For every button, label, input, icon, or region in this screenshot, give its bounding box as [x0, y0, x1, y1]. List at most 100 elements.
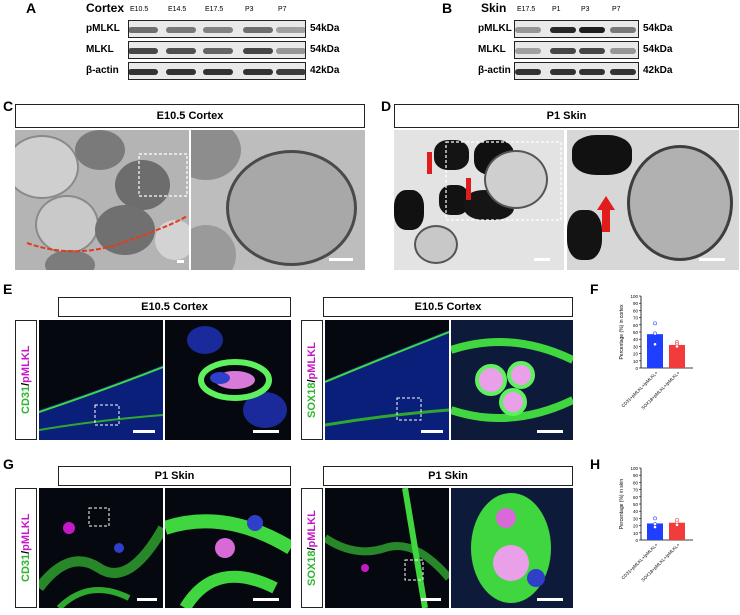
stain-label-g-right: SOX18/pMLKL — [301, 488, 323, 608]
blot-band — [276, 27, 305, 33]
blot-band — [579, 48, 605, 54]
bar-chart-h: 0 10 20 30 40 50 60 70 80 90 100 Percentage (%) in … — [619, 466, 693, 583]
blot-band — [610, 69, 636, 75]
panel-e-right-title: E10.5 Cortex — [323, 297, 573, 317]
blot-kda-label: 42kDa — [310, 65, 340, 76]
lane-label: E17.5 — [517, 6, 536, 13]
em-image-cortex-overview — [15, 130, 189, 270]
y-tick-label: 30 — [633, 516, 639, 521]
y-tick-label: 30 — [633, 344, 639, 349]
fluor-e-right-zoom — [451, 320, 573, 440]
data-point — [653, 516, 657, 521]
panel-label-h: H — [590, 456, 601, 472]
lane-label: P1 — [552, 6, 561, 13]
lane-label: P3 — [245, 6, 254, 13]
stain-label-e-right: SOX18/pMLKL — [301, 320, 323, 440]
data-point — [653, 321, 657, 326]
blot-band — [579, 27, 605, 33]
blot-strip — [514, 62, 639, 80]
panel-label-d: D — [381, 98, 392, 114]
blot-band — [243, 48, 273, 54]
bar — [647, 523, 663, 540]
blot-a-tissue: Cortex — [86, 1, 125, 15]
stain-label-g-left: CD31/pMLKL — [15, 488, 37, 608]
fluor-e-left-overview — [39, 320, 163, 440]
panel-c-title: E10.5 Cortex — [15, 104, 365, 128]
blot-strip — [128, 62, 306, 80]
x-tick-label: CD31+pMLKL+/pMLKL+ — [620, 542, 659, 581]
em-image-skin-zoom — [567, 130, 739, 270]
blot-band — [166, 48, 196, 54]
blot-row-label: MLKL — [478, 44, 506, 55]
panel-label-f: F — [590, 281, 599, 297]
blot-strip — [128, 20, 306, 38]
fluor-e-right-overview — [325, 320, 449, 440]
y-tick-label: 60 — [633, 495, 639, 500]
blot-row-label: pMLKL — [478, 23, 512, 34]
blot-band — [515, 69, 541, 75]
blot-strip — [514, 20, 639, 38]
blot-band — [203, 69, 233, 75]
y-tick-label: 80 — [633, 480, 639, 485]
y-tick-label: 60 — [633, 323, 639, 328]
lane-label: P7 — [612, 6, 621, 13]
stain-label-e-left: CD31/pMLKL — [15, 320, 37, 440]
blot-kda-label: 54kDa — [643, 23, 673, 34]
lane-label: E14.5 — [168, 6, 187, 13]
fluor-g-left-overview — [39, 488, 163, 608]
blot-kda-label: 54kDa — [643, 44, 673, 55]
y-tick-label: 0 — [635, 366, 638, 371]
data-point — [653, 342, 657, 347]
blot-band — [515, 48, 541, 54]
fluor-g-right-overview — [325, 488, 449, 608]
blot-band — [610, 27, 636, 33]
blot-band — [550, 69, 576, 75]
y-tick-label: 40 — [633, 509, 639, 514]
y-axis-label: Percentage (%) in cortex — [619, 304, 625, 360]
panel-label-b: B — [442, 0, 453, 16]
y-tick-label: 70 — [633, 488, 639, 493]
blot-row-label: β-actin — [86, 65, 119, 76]
em-image-skin-overview — [394, 130, 564, 270]
y-tick-label: 40 — [633, 337, 639, 342]
blot-band — [550, 48, 576, 54]
panel-e-left-title: E10.5 Cortex — [58, 297, 291, 317]
blot-band — [579, 69, 605, 75]
panel-g-left-title: P1 Skin — [58, 466, 291, 486]
blot-band — [610, 48, 636, 54]
blot-band — [129, 48, 158, 54]
lane-label: P3 — [581, 6, 590, 13]
lane-label: P7 — [278, 6, 287, 13]
y-tick-label: 100 — [630, 466, 638, 471]
blot-band — [243, 69, 273, 75]
y-tick-label: 90 — [633, 301, 639, 306]
blot-band — [129, 27, 158, 33]
blot-kda-label: 42kDa — [643, 65, 673, 76]
blot-band — [129, 69, 158, 75]
blot-row-label: MLKL — [86, 44, 114, 55]
blot-band — [166, 27, 196, 33]
bar — [647, 334, 663, 368]
y-tick-label: 10 — [633, 359, 639, 364]
panel-label-c: C — [3, 98, 14, 114]
blot-band — [203, 48, 233, 54]
bar — [669, 522, 685, 540]
y-axis-label: Percentage (%) in skin — [619, 479, 625, 530]
x-tick-label: SOX18+pMLKL+/pMLKL+ — [640, 370, 681, 411]
x-tick-label: CD31+pMLKL+/pMLKL+ — [620, 370, 659, 409]
y-tick-label: 70 — [633, 316, 639, 321]
blot-band — [515, 27, 541, 33]
y-tick-label: 10 — [633, 531, 639, 536]
y-tick-label: 90 — [633, 473, 639, 478]
y-tick-label: 20 — [633, 352, 639, 357]
data-point — [675, 522, 679, 527]
y-tick-label: 100 — [630, 294, 638, 299]
y-tick-label: 50 — [633, 502, 639, 507]
blot-band — [243, 27, 273, 33]
fluor-g-left-zoom — [165, 488, 291, 608]
fluor-e-left-zoom — [165, 320, 291, 440]
y-tick-label: 80 — [633, 308, 639, 313]
blot-strip — [514, 41, 639, 59]
bar-chart-f: 0 10 20 30 40 50 60 70 80 90 100 Percentage (%) in … — [619, 294, 693, 411]
data-point — [675, 344, 679, 349]
